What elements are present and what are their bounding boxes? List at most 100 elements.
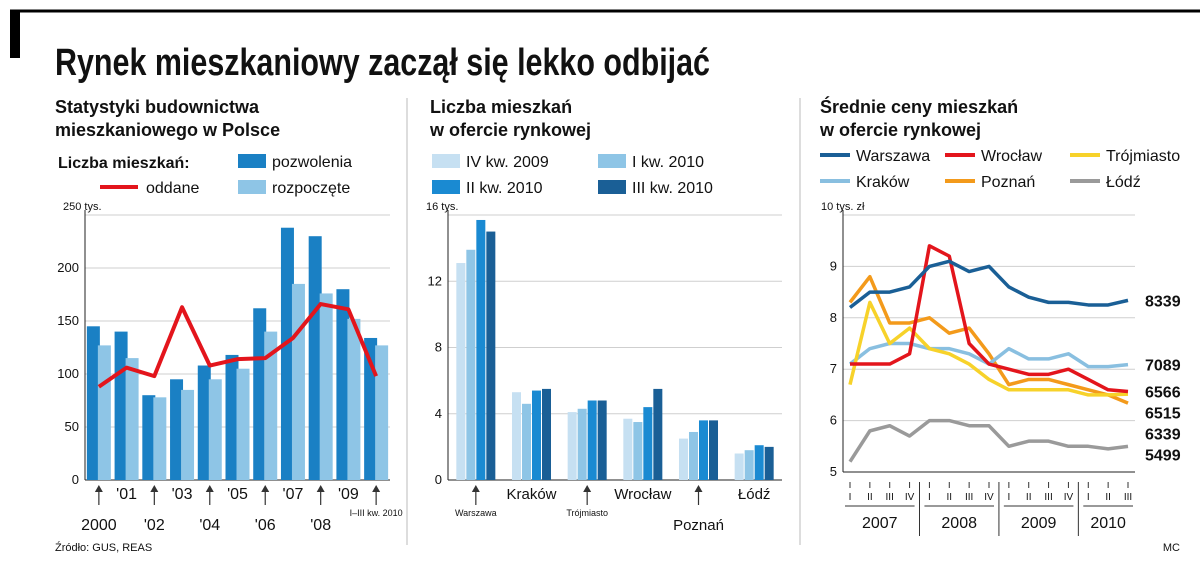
pointer-arrow-head [471, 485, 480, 492]
end-value-label: 5499 [1145, 448, 1181, 465]
x-tick-label: III [886, 492, 894, 503]
line-series [848, 259, 1129, 309]
end-value-label: 7089 [1145, 358, 1181, 375]
legend-label: Warszawa [856, 148, 930, 165]
x-tick-label: II [1026, 492, 1032, 503]
x-tick-label: I–III kw. 2010 [350, 508, 403, 518]
x-tick-label: '01 [116, 486, 137, 503]
bar [587, 400, 597, 480]
bar [264, 331, 278, 480]
legend-label: Trójmiasto [1106, 148, 1180, 165]
legend-label: pozwolenia [272, 154, 352, 171]
bar [456, 263, 466, 480]
bar [633, 422, 643, 480]
end-value-label: 6339 [1145, 427, 1181, 444]
x-tick-label: 2000 [81, 517, 117, 534]
bar [181, 389, 195, 480]
bar [709, 420, 718, 480]
y-tick-label: 100 [57, 366, 79, 381]
x-tick-label: '03 [172, 486, 193, 503]
x-tick-label: Wrocław [614, 486, 671, 503]
x-tick-label: '04 [199, 517, 220, 534]
bar [86, 326, 100, 480]
x-tick-label: '06 [255, 517, 276, 534]
panel-title: Średnie ceny mieszkań [820, 96, 1018, 117]
panel-title: w ofercie rynkowej [819, 120, 981, 140]
y-tick-label: 8 [830, 310, 837, 325]
x-tick-label: Kraków [506, 486, 556, 503]
y-tick-label: 9 [830, 258, 837, 273]
x-tick-label: Warszawa [455, 508, 497, 518]
main-title: Rynek mieszkaniowy zaczął się lekko odbi… [55, 42, 710, 84]
line-series [97, 302, 378, 389]
bar [512, 392, 521, 480]
y-tick-label: 6 [830, 413, 837, 428]
year-label: 2009 [1021, 515, 1057, 532]
bar [486, 231, 496, 480]
pointer-arrow-head [583, 485, 592, 492]
x-tick-label: I [1007, 492, 1010, 503]
pointer-arrow-head [94, 485, 103, 492]
y-tick-label: 0 [72, 472, 79, 487]
x-tick-label: IV [905, 492, 915, 503]
y-tick-label: 150 [57, 313, 79, 328]
panel-title: Statystyki budownictwa [55, 97, 260, 117]
bar [689, 431, 698, 480]
bar [522, 403, 531, 480]
legend-swatch [598, 154, 626, 168]
legend-label: Kraków [856, 174, 910, 191]
pointer-arrow-head [205, 485, 214, 492]
x-tick-label: '08 [310, 517, 331, 534]
legend-swatch [598, 180, 626, 194]
bar [225, 354, 239, 480]
bar [734, 453, 744, 480]
x-tick-label: Poznań [673, 517, 724, 534]
legend-label: oddane [146, 180, 199, 197]
bar [577, 408, 587, 480]
y-tick-label: 200 [57, 260, 79, 275]
x-tick-label: Trójmiasto [566, 508, 608, 518]
bar [597, 400, 607, 480]
x-tick-label: II [867, 492, 873, 503]
bar [308, 236, 322, 480]
y-tick-label: 250 tys. [63, 201, 102, 213]
end-value-label: 8339 [1145, 293, 1181, 310]
bar [347, 318, 361, 480]
legend-label: IV kw. 2009 [466, 154, 549, 171]
bar [532, 390, 541, 480]
year-label: 2010 [1090, 515, 1126, 532]
y-tick-label: 7 [830, 361, 837, 376]
bar [291, 283, 305, 480]
corner-block [10, 10, 20, 58]
y-tick-label: 8 [435, 340, 442, 355]
x-tick-label: IV [1064, 492, 1074, 503]
bar [643, 407, 653, 480]
year-label: 2007 [862, 515, 898, 532]
year-label: 2008 [941, 515, 977, 532]
bar [280, 227, 294, 480]
x-tick-label: Łódź [738, 486, 771, 503]
x-tick-label: I [928, 492, 931, 503]
panel-title: Liczba mieszkań [430, 97, 572, 117]
x-tick-label: I [1087, 492, 1090, 503]
bar [170, 379, 184, 480]
bar [466, 249, 476, 480]
legend-title: Liczba mieszkań: [58, 155, 190, 172]
bar [679, 438, 688, 480]
bar [197, 365, 211, 480]
bar [699, 420, 708, 480]
panel-title: mieszkaniowego w Polsce [55, 120, 280, 140]
y-tick-label: 10 tys. zł [821, 201, 865, 213]
pointer-arrow-head [694, 485, 703, 492]
bar [208, 379, 222, 480]
x-tick-label: '07 [283, 486, 304, 503]
line-series [850, 244, 1129, 394]
x-tick-label: '02 [144, 517, 165, 534]
bar [754, 445, 764, 480]
x-tick-label: I [849, 492, 852, 503]
legend-label: Łódź [1106, 174, 1141, 191]
source: Źródło: GUS, REAS [55, 541, 152, 554]
legend-label: I kw. 2010 [632, 154, 704, 171]
y-tick-label: 4 [435, 406, 442, 421]
